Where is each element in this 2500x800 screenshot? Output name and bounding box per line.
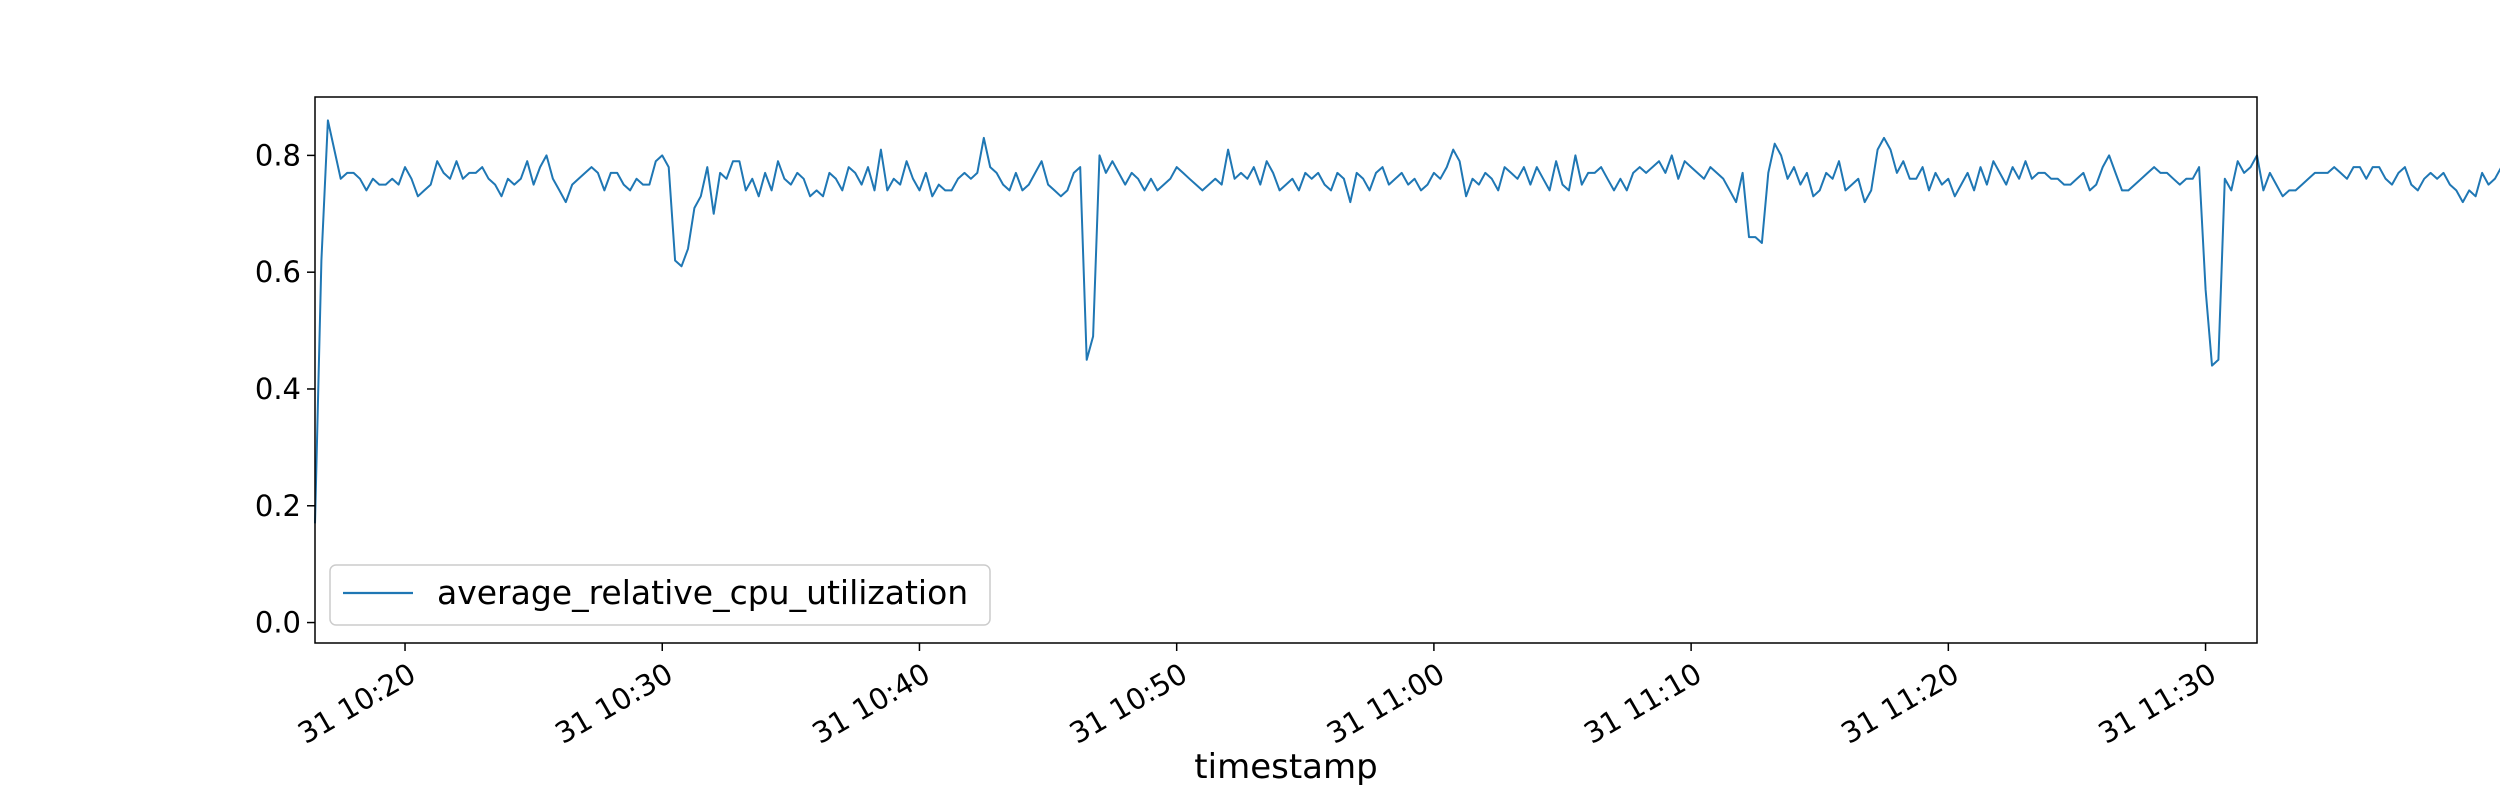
plot-area [314, 96, 2500, 644]
x-tick-label: 31 11:20 [1835, 656, 1964, 750]
y-tick-label: 0.0 [255, 606, 301, 640]
x-tick-label: 31 10:30 [549, 656, 678, 750]
x-tick-label: 31 10:40 [806, 656, 935, 750]
x-tick-label: 31 11:10 [1578, 656, 1707, 750]
y-tick-label: 0.6 [255, 255, 301, 289]
x-tick-label: 31 10:20 [292, 656, 421, 750]
x-axis: 31 10:20 31 10:30 31 10:40 31 10:50 31 11:00… [292, 643, 2222, 751]
y-tick-label: 0.2 [255, 489, 301, 523]
x-tick-label: 31 11:30 [2093, 656, 2222, 750]
x-axis-label: timestamp [1194, 747, 1377, 787]
x-tick-label: 31 10:50 [1064, 656, 1193, 750]
legend-entry-label: average_relative_cpu_utilization [437, 573, 968, 612]
y-tick-label: 0.8 [255, 138, 301, 172]
y-tick-label: 0.4 [255, 372, 301, 406]
plot-frame [314, 96, 2258, 644]
legend-frame [329, 564, 991, 626]
series-line-0 [314, 119, 2500, 524]
legend: average_relative_cpu_utilization [329, 564, 991, 626]
y-axis: 0.0 0.2 0.4 0.6 0.8 [255, 138, 315, 640]
series-layer [314, 119, 2500, 524]
x-tick-label: 31 11:00 [1321, 656, 1450, 750]
